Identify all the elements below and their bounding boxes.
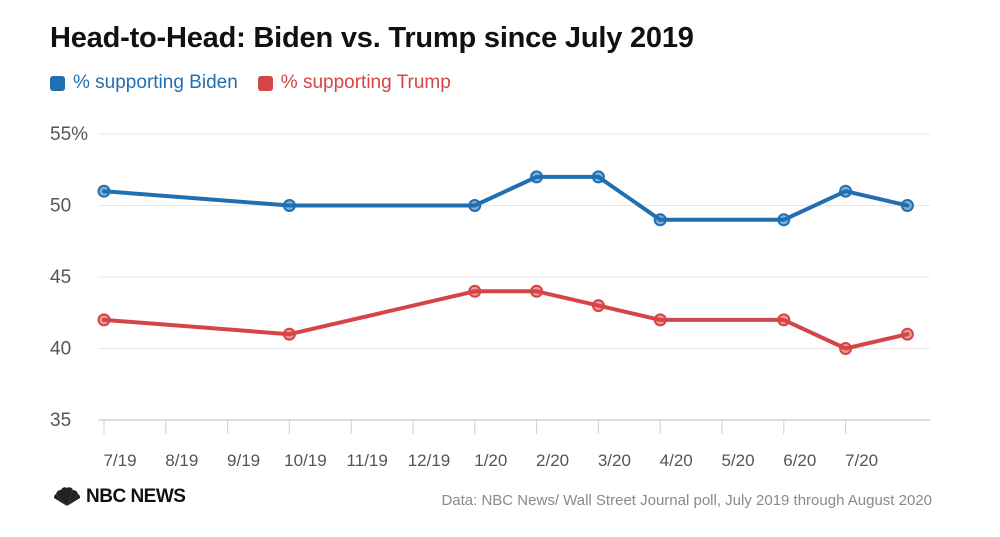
nbc-news-logo: NBC NEWS	[52, 486, 186, 508]
logo-text: NBC NEWS	[86, 486, 186, 507]
biden-point	[900, 199, 914, 212]
trump-point	[530, 284, 544, 298]
biden-point	[591, 170, 605, 184]
x-tick-label: 10/19	[284, 451, 327, 470]
y-tick-label: 55%	[50, 124, 88, 145]
trump-point	[468, 284, 482, 298]
biden-point	[653, 213, 667, 227]
trump-point	[777, 313, 791, 327]
trump-point	[900, 327, 914, 341]
x-tick-label: 3/20	[598, 451, 631, 470]
x-tick-label: 7/20	[845, 451, 878, 470]
trump-point	[653, 313, 667, 327]
biden-point	[839, 184, 853, 198]
trump-point	[591, 299, 605, 313]
y-tick-label: 40	[50, 339, 71, 360]
x-tick-label: 4/20	[660, 451, 693, 470]
legend-item-biden: % supporting Biden	[50, 72, 238, 94]
trump-point	[839, 342, 853, 355]
y-tick-label: 45	[50, 267, 71, 288]
y-tick-label: 50	[50, 196, 71, 217]
x-tick-label: 5/20	[721, 451, 754, 470]
y-tick-label: 35	[50, 410, 71, 431]
legend-label-biden: % supporting Biden	[73, 72, 238, 93]
trump-point	[282, 327, 296, 341]
biden-point	[97, 184, 111, 198]
x-tick-label: 12/19	[408, 451, 451, 470]
biden-line	[102, 174, 910, 222]
legend-swatch-biden	[50, 75, 65, 91]
biden-point	[282, 199, 296, 212]
x-tick-label: 2/20	[536, 451, 569, 470]
x-tick-label: 8/19	[165, 451, 198, 470]
x-tick-label: 6/20	[783, 451, 816, 470]
biden-point	[468, 199, 482, 212]
data-source-note: Data: NBC News/ Wall Street Journal poll…	[441, 492, 932, 509]
x-tick-label: 7/19	[103, 451, 136, 470]
legend-label-trump: % supporting Trump	[280, 72, 451, 93]
x-tick-label: 11/19	[347, 451, 388, 470]
legend: % supporting Biden % supporting Trump	[50, 72, 451, 94]
x-tick-label: 1/20	[474, 451, 507, 470]
biden-point	[777, 213, 791, 227]
legend-swatch-trump	[257, 75, 273, 91]
biden-point	[530, 170, 544, 184]
legend-item-trump: % supporting Trump	[257, 72, 451, 94]
chart-title: Head-to-Head: Biden vs. Trump since July…	[50, 22, 694, 54]
peacock-icon	[53, 487, 81, 506]
x-tick-label: 9/19	[227, 451, 260, 470]
trump-point	[97, 313, 111, 327]
